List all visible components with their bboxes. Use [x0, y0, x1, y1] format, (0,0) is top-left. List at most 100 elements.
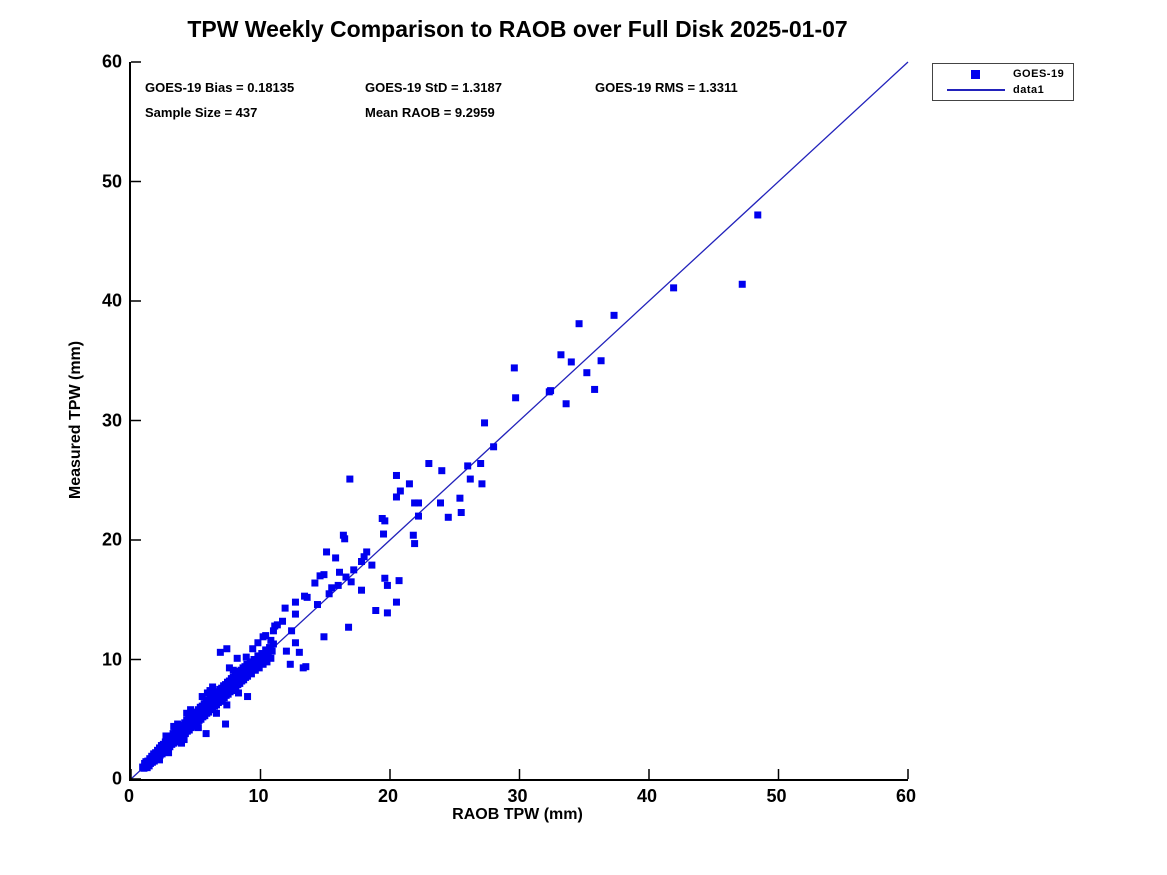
- scatter-point: [291, 598, 299, 606]
- scatter-point: [194, 724, 202, 732]
- scatter-point: [325, 590, 333, 598]
- scatter-point: [411, 499, 419, 507]
- scatter-point: [266, 644, 274, 652]
- y-tick-label: 10: [101, 649, 122, 669]
- x-tick-label: 10: [248, 786, 269, 806]
- scatter-point: [254, 639, 262, 647]
- scatter-point: [380, 530, 388, 538]
- scatter-point: [263, 658, 271, 666]
- scatter-point: [512, 394, 520, 402]
- x-tick-label: 40: [636, 786, 658, 806]
- y-axis-label: Measured TPW (mm): [67, 340, 84, 500]
- scatter-point: [383, 609, 391, 617]
- scatter-point: [282, 647, 290, 655]
- scatter-point: [392, 471, 400, 479]
- scatter-point: [346, 475, 354, 483]
- scatter-point: [225, 664, 233, 672]
- scatter-point: [258, 650, 266, 658]
- scatter-point: [209, 683, 217, 691]
- scatter-point: [174, 720, 182, 728]
- scatter-point: [233, 654, 241, 662]
- scatter-point: [286, 660, 294, 668]
- scatter-point: [350, 566, 358, 574]
- x-axis-label: RAOB TPW (mm): [452, 806, 583, 823]
- scatter-point: [216, 648, 224, 656]
- stat-std: GOES-19 StD = 1.3187: [365, 80, 502, 95]
- stat-mean-raob: Mean RAOB = 9.2959: [365, 105, 495, 120]
- scatter-point: [405, 480, 413, 488]
- scatter-point: [481, 419, 489, 427]
- scatter-point: [234, 689, 242, 697]
- scatter-point: [291, 639, 299, 647]
- legend-item-goes19: GOES-19: [933, 66, 1073, 82]
- scatter-point: [547, 387, 555, 395]
- scatter-point: [244, 672, 252, 680]
- scatter-point: [268, 647, 276, 655]
- scatter-point: [242, 653, 250, 661]
- scatter-point: [383, 581, 391, 589]
- x-tick-label: 50: [766, 786, 787, 806]
- scatter-point: [253, 659, 261, 667]
- scatter-point: [223, 645, 231, 653]
- scatter-point: [222, 720, 230, 728]
- scatter-point: [170, 722, 178, 730]
- scatter-point: [295, 648, 303, 656]
- scatter-point: [414, 499, 422, 507]
- scatter-point: [562, 400, 570, 408]
- scatter-point: [320, 571, 328, 579]
- scatter-point: [332, 554, 340, 562]
- scatter-point: [490, 443, 498, 451]
- scatter-point: [345, 623, 353, 631]
- scatter-point: [328, 584, 336, 592]
- scatter-point: [183, 709, 191, 717]
- scatter-point: [738, 280, 746, 288]
- scatter-point: [363, 548, 371, 556]
- scatter-point: [411, 540, 419, 548]
- scatter-point: [464, 462, 472, 470]
- x-tick-label: 60: [895, 786, 917, 806]
- legend: GOES-19 data1: [932, 63, 1074, 101]
- legend-label-goes19: GOES-19: [1013, 68, 1065, 80]
- stat-sample-size: Sample Size = 437: [145, 105, 258, 120]
- plot-area: GOES-19 Bias = 0.18135 GOES-19 StD = 1.3…: [129, 61, 909, 781]
- scatter-point: [257, 657, 264, 665]
- scatter-point: [255, 664, 263, 672]
- scatter-point: [267, 654, 275, 662]
- scatter-point: [478, 480, 486, 488]
- scatter-point: [754, 211, 762, 219]
- scatter-point: [249, 645, 257, 653]
- scatter-point: [575, 320, 583, 328]
- x-tick-label: 30: [507, 786, 528, 806]
- scatter-point: [341, 535, 349, 543]
- y-tick-label: 0: [111, 768, 122, 789]
- scatter-point: [360, 553, 368, 561]
- stat-bias: GOES-19 Bias = 0.18135: [145, 80, 295, 95]
- scatter-point: [264, 651, 272, 659]
- scatter-point: [381, 574, 389, 582]
- scatter-point: [162, 732, 170, 740]
- scatter-point: [392, 493, 400, 501]
- scatter-point: [358, 558, 366, 566]
- scatter-point: [425, 460, 433, 468]
- scatter-point: [180, 736, 188, 744]
- y-tick-label: 60: [101, 51, 122, 72]
- scatter-point: [245, 665, 253, 673]
- scatter-point: [223, 701, 231, 709]
- scatter-point: [259, 660, 267, 668]
- scatter-point: [260, 653, 268, 661]
- scatter-point: [288, 627, 296, 635]
- scatter-point: [456, 494, 464, 502]
- scatter-point: [254, 652, 262, 660]
- scatter-point: [591, 385, 599, 393]
- scatter-point: [335, 568, 343, 576]
- scatter-point: [342, 573, 350, 581]
- scatter-point: [567, 358, 575, 366]
- scatter-point: [262, 632, 270, 640]
- scatter-point: [212, 709, 220, 717]
- scatter-point: [381, 517, 389, 525]
- scatter-point: [372, 607, 380, 615]
- x-tick-label: 20: [377, 786, 399, 806]
- scatter-point: [395, 577, 403, 585]
- chart-title: TPW Weekly Comparison to RAOB over Full …: [187, 16, 848, 42]
